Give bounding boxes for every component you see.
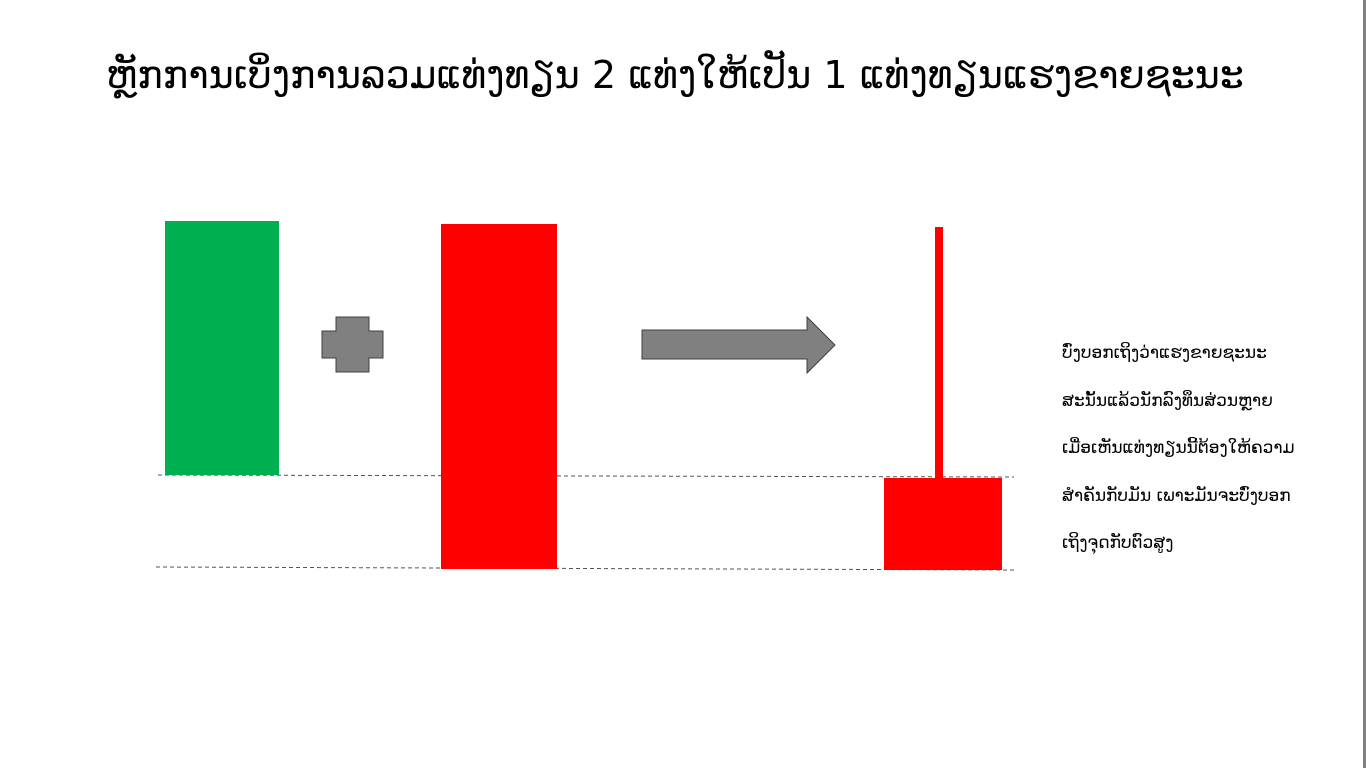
description-line: ບົ່ງບອກເຖິງວ່າແຮງຂາຍຊະນະ — [1062, 343, 1267, 363]
plus-icon — [321, 316, 384, 373]
bearish-candle — [441, 224, 557, 569]
bullish-candle — [165, 221, 279, 475]
arrow-right-icon — [641, 315, 836, 375]
description-line: ສຳຄັນກັບມັນ ເພາະມັນຈະບົ່ງບອກ — [1062, 485, 1291, 506]
result-candle-body — [884, 478, 1002, 570]
slide-title: ຫຼັກການເບິ່ງການລວມແທ່ງທຽນ 2 ແທ່ງໃຫ້ເປັນ … — [106, 53, 1244, 97]
slide-edge-divider — [1363, 0, 1366, 768]
low-level-guide-line — [155, 566, 1017, 571]
description-line: ເຖິງຈຸດກັບຕົວສູງ — [1062, 533, 1174, 553]
open-level-guide-line — [157, 474, 1015, 478]
description-text: ບົ່ງບອກເຖິງວ່າແຮງຂາຍຊະນະ ສະນັ້ນແລ້ວນັກລົ… — [1062, 333, 1362, 571]
description-line: ເມື່ອເຫັນແທ່ງທຽນນີ້ຕ້ອງໃຫ້ຄວາມ — [1062, 438, 1295, 458]
result-candle-upper-wick — [935, 227, 943, 479]
description-line: ສະນັ້ນແລ້ວນັກລົງທຶນສ່ວນຫຼາຍ — [1062, 390, 1273, 411]
